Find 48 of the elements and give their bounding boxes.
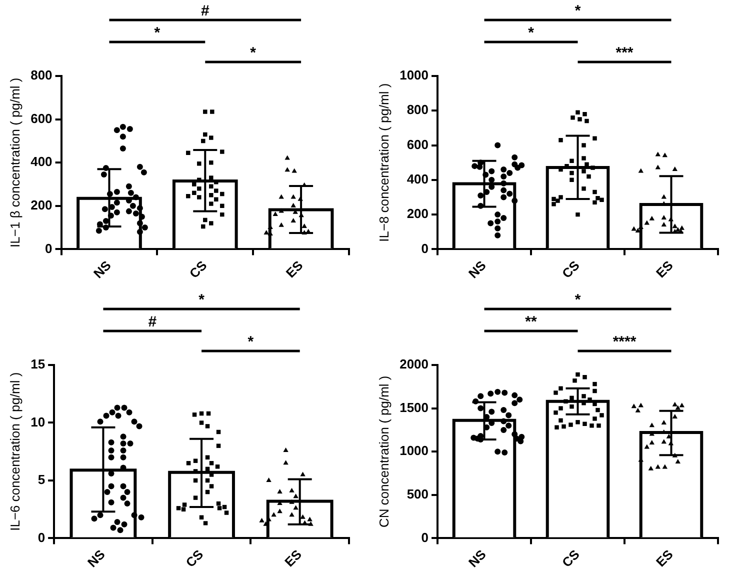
x-tick-label: NS xyxy=(466,258,490,282)
y-tick-label: 400 xyxy=(406,172,429,186)
y-axis-title: IL−6 concentration ( pg/ml ) xyxy=(7,372,22,531)
text: * xyxy=(574,292,581,309)
y-tick-label: 1500 xyxy=(400,400,429,415)
y-tick-label: 800 xyxy=(406,102,429,118)
y-tick-label: 400 xyxy=(30,154,52,170)
y-tick-label: 2000 xyxy=(400,356,429,372)
text: ** xyxy=(525,314,538,331)
y-tick-label: 5 xyxy=(38,472,46,488)
y-tick-label: 1000 xyxy=(400,68,429,83)
x-tick-label: CS xyxy=(186,258,210,282)
y-tick-label: 600 xyxy=(30,110,52,126)
text: * xyxy=(250,44,256,62)
text: * xyxy=(574,2,581,20)
y-tick-label: 0 xyxy=(45,240,52,256)
x-tick-label: CS xyxy=(559,258,583,282)
text: # xyxy=(148,314,158,331)
y-axis-title: IL−1 β concentration ( pg/ml ) xyxy=(7,78,22,248)
y-tick-label: 1000 xyxy=(400,443,429,458)
y-tick-label: 15 xyxy=(30,356,46,372)
y-tick-label: 0 xyxy=(421,240,429,256)
x-tick-label: NS xyxy=(466,546,490,570)
y-tick-label: 600 xyxy=(406,136,429,152)
text: * xyxy=(248,334,254,351)
y-tick-label: 200 xyxy=(406,206,429,222)
text: * xyxy=(528,24,534,42)
x-tick-label: NS xyxy=(90,258,114,282)
x-tick-label: ES xyxy=(653,258,676,281)
text: **** xyxy=(612,334,636,351)
y-tick-label: 200 xyxy=(30,197,52,212)
y-tick-label: 800 xyxy=(30,68,52,83)
y-axis-title: CN concentration ( pg/ml ) xyxy=(376,376,392,528)
y-tick-label: 10 xyxy=(30,414,46,430)
text: # xyxy=(200,2,210,20)
x-tick-label: CS xyxy=(182,546,206,570)
y-tick-label: 0 xyxy=(38,530,46,545)
text: *** xyxy=(616,44,634,62)
y-tick-label: 0 xyxy=(421,530,429,545)
x-tick-label: CS xyxy=(559,546,583,570)
x-tick-label: ES xyxy=(282,258,306,281)
y-tick-label: 500 xyxy=(406,486,429,502)
text: * xyxy=(198,292,205,309)
x-tick-label: NS xyxy=(84,546,108,570)
x-tick-label: ES xyxy=(282,546,305,570)
x-tick-label: ES xyxy=(653,546,676,570)
y-axis-title: IL−8 concentration ( pg/ml ) xyxy=(376,83,392,242)
text: * xyxy=(154,24,160,42)
